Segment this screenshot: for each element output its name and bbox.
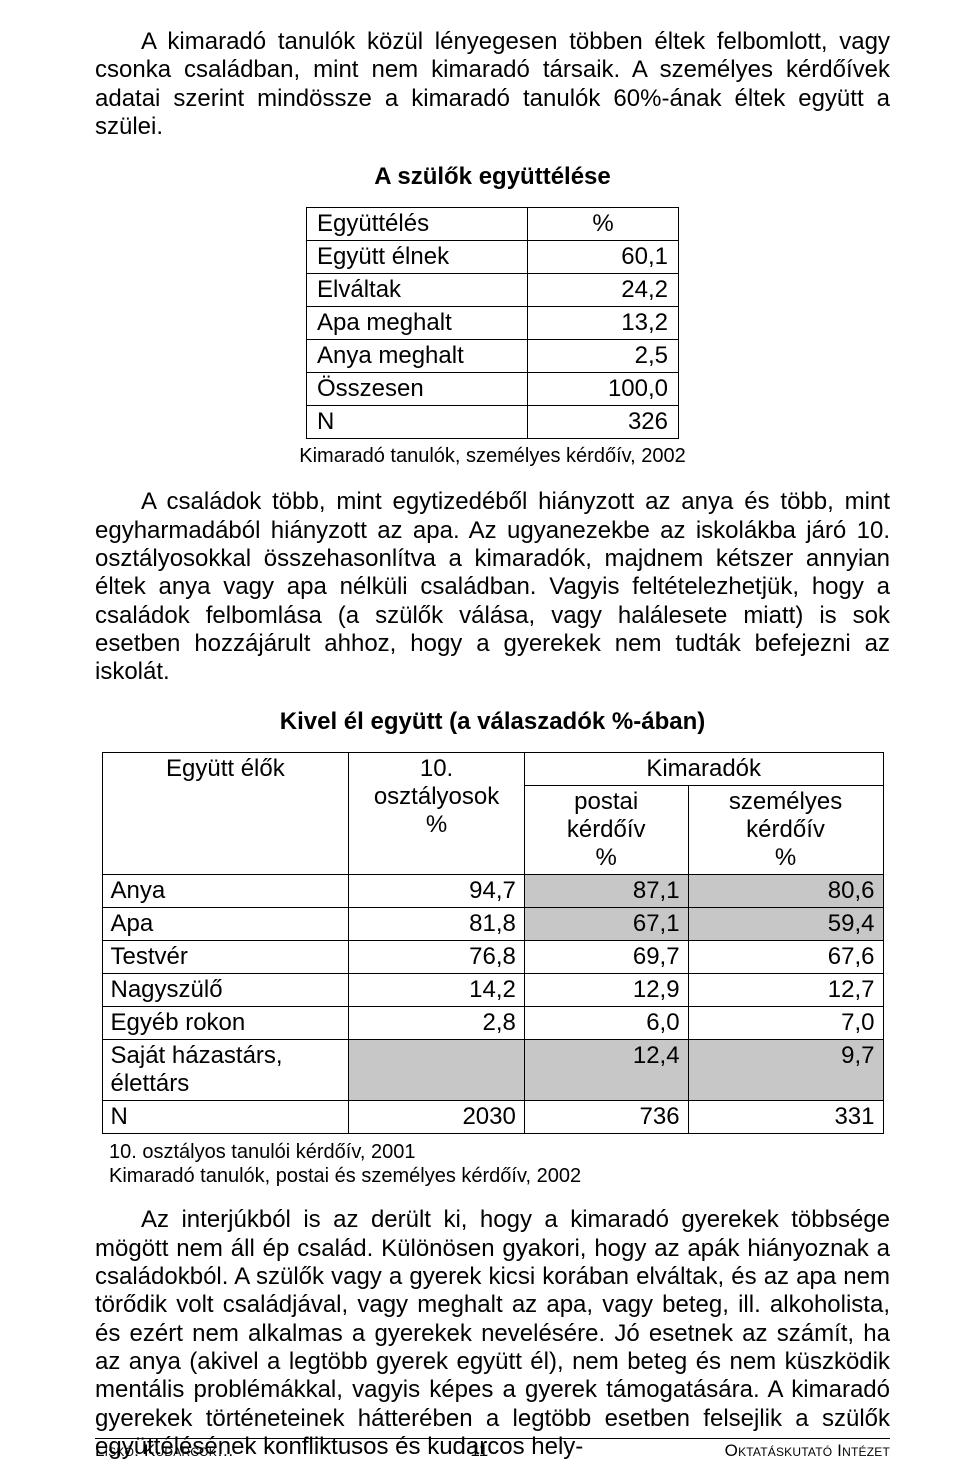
table2-cell-label: Egyéb rokon [102,1007,349,1040]
table1-row: Összesen100,0 [307,373,679,406]
table2-row: Apa81,867,159,4 [102,908,883,941]
document-page: A kimaradó tanulók közül lényegesen több… [0,0,960,1481]
table2-cell-v1: 94,7 [349,875,525,908]
table2-row: N2030736331 [102,1101,883,1134]
table2-cell-v1: 2,8 [349,1007,525,1040]
paragraph-1-text: A kimaradó tanulók közül lényegesen több… [95,28,890,140]
table1-cell-val: 326 [528,406,679,439]
table2-cell-label: Testvér [102,941,349,974]
footer-divider [95,1438,890,1439]
table1-cell-label: Apa meghalt [307,307,528,340]
table2-cell-v1: 14,2 [349,974,525,1007]
table1-cell-label: Összesen [307,373,528,406]
table2-row: Egyéb rokon2,86,07,0 [102,1007,883,1040]
table2-caption: 10. osztályos tanulói kérdőív, 2001 Kima… [109,1140,890,1188]
table2-cell-label: Apa [102,908,349,941]
paragraph-2-text: A családok több, mint egytizedéből hiány… [95,488,890,685]
table2-header-group: Kimaradók [524,753,883,786]
table2-header-rowlabel: Együtt élők [102,753,349,875]
table2-caption-line2: Kimaradó tanulók, postai és személyes ké… [109,1165,581,1187]
table2-cell-v3: 12,7 [688,974,883,1007]
table2-cell-label: N [102,1101,349,1134]
table2-cell-label: Nagyszülő [102,974,349,1007]
table1-row: N326 [307,406,679,439]
table1-cell-val: 100,0 [528,373,679,406]
table1-cell-label: Anya meghalt [307,340,528,373]
table1-cell-label: Együtt élnek [307,241,528,274]
table1-cell-val: 60,1 [528,241,679,274]
footer-page-number: 11 [470,1441,488,1461]
table1-cell-val: 2,5 [528,340,679,373]
table2-row: Testvér76,869,767,6 [102,941,883,974]
table2-cell-v1: 81,8 [349,908,525,941]
table1-row: Együtt élnek60,1 [307,241,679,274]
table1-row: Anya meghalt2,5 [307,340,679,373]
table2-cell-v3: 67,6 [688,941,883,974]
table1-header-c2: % [528,208,679,241]
table2-cell-v3: 9,7 [688,1040,883,1101]
table2-wrap: Együtt élők 10. osztályosok % Kimaradók … [95,752,890,1134]
footer-row: Liskó: Kudarcok… 11 Oktatáskutató Intéze… [95,1441,890,1461]
table2-cell-v3: 80,6 [688,875,883,908]
table1-row: Apa meghalt13,2 [307,307,679,340]
table2-cell-v1 [349,1040,525,1101]
table2-cell-v3: 7,0 [688,1007,883,1040]
table2-cell-v3: 59,4 [688,908,883,941]
table1-header-c1: Együttélés [307,208,528,241]
table1-cell-label: Elváltak [307,274,528,307]
table2-cell-label: Anya [102,875,349,908]
paragraph-3-text: Az interjúkból is az derült ki, hogy a k… [95,1206,890,1460]
footer-left: Liskó: Kudarcok… [95,1441,234,1461]
table1-cell-val: 24,2 [528,274,679,307]
table2: Együtt élők 10. osztályosok % Kimaradók … [102,752,884,1134]
table2-cell-v1: 76,8 [349,941,525,974]
table2-cell-v2: 12,9 [524,974,688,1007]
table2-cell-v1: 2030 [349,1101,525,1134]
paragraph-1: A kimaradó tanulók közül lényegesen több… [95,28,890,141]
table1-title: A szülők együttélése [95,163,890,191]
table2-caption-line1: 10. osztályos tanulói kérdőív, 2001 [109,1141,415,1163]
table2-header-row1: Együtt élők 10. osztályosok % Kimaradók [102,753,883,786]
table1-caption: Kimaradó tanulók, személyes kérdőív, 200… [95,445,890,468]
table2-row: Saját házastárs, élettárs 12,49,7 [102,1040,883,1101]
table2-header-col1-text: 10. osztályosok % [374,755,499,838]
table1: Együttélés % Együtt élnek60,1 Elváltak24… [306,207,679,439]
table1-row: Elváltak24,2 [307,274,679,307]
table2-cell-v2: 6,0 [524,1007,688,1040]
table2-cell-label: Saját házastárs, élettárs [102,1040,349,1101]
table2-header-col3: személyes kérdőív % [688,786,883,875]
table2-cell-v2: 12,4 [524,1040,688,1101]
table2-header-col1: 10. osztályosok % [349,753,525,875]
table1-cell-label: N [307,406,528,439]
table2-row: Nagyszülő14,212,912,7 [102,974,883,1007]
table2-header-col2: postai kérdőív % [524,786,688,875]
paragraph-3: Az interjúkból is az derült ki, hogy a k… [95,1206,890,1461]
table1-header-row: Együttélés % [307,208,679,241]
table2-cell-v2: 69,7 [524,941,688,974]
footer-right: Oktatáskutató Intézet [725,1441,890,1461]
paragraph-2: A családok több, mint egytizedéből hiány… [95,488,890,686]
table2-cell-v3: 331 [688,1101,883,1134]
table2-cell-v2: 67,1 [524,908,688,941]
table2-row: Anya94,787,180,6 [102,875,883,908]
table2-cell-v2: 87,1 [524,875,688,908]
table2-cell-v2: 736 [524,1101,688,1134]
table1-cell-val: 13,2 [528,307,679,340]
page-footer: Liskó: Kudarcok… 11 Oktatáskutató Intéze… [95,1438,890,1461]
table1-wrap: Együttélés % Együtt élnek60,1 Elváltak24… [95,207,890,439]
table2-title: Kivel él együtt (a válaszadók %-ában) [95,708,890,736]
